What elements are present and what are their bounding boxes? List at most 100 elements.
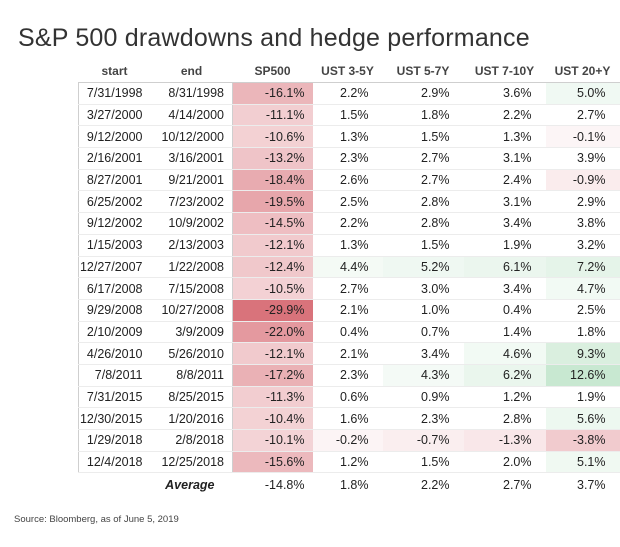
cell-start: 7/8/2011 xyxy=(78,364,151,387)
cell-start: 8/27/2001 xyxy=(78,169,151,192)
cell-ust-20y: 7.2% xyxy=(545,256,620,279)
cell-start: 2/10/2009 xyxy=(78,321,151,344)
average-ust-20y: 3.7% xyxy=(545,472,620,497)
cell-sp500: -15.6% xyxy=(232,451,313,474)
cell-ust-7-10y: 2.4% xyxy=(463,169,546,192)
table-row: 1/29/2018 2/8/2018 -10.1% -0.2% -0.7% -1.3% -3… xyxy=(78,429,620,452)
cell-end: 1/22/2008 xyxy=(150,256,233,279)
cell-ust-3-5y: 1.6% xyxy=(312,407,383,430)
cell-ust-7-10y: 6.1% xyxy=(463,256,546,279)
cell-ust-7-10y: 3.1% xyxy=(463,190,546,214)
cell-ust-20y: 2.9% xyxy=(545,190,620,214)
cell-ust-5-7y: 5.2% xyxy=(382,256,464,279)
cell-end: 2/8/2018 xyxy=(150,429,233,452)
column-header-ust-7-10y: UST 7-10Y xyxy=(463,60,546,83)
cell-ust-3-5y: 2.3% xyxy=(312,364,383,387)
cell-ust-20y: 2.7% xyxy=(545,104,620,127)
cell-start: 2/16/2001 xyxy=(78,147,151,170)
cell-ust-5-7y: 2.7% xyxy=(382,147,464,170)
average-label: Average xyxy=(150,472,233,497)
cell-start: 1/29/2018 xyxy=(78,429,151,452)
cell-ust-5-7y: 2.3% xyxy=(382,407,464,430)
average-sp500: -14.8% xyxy=(232,472,313,497)
drawdown-table: start end SP500 UST 3-5Y UST 5-7Y UST 7-… xyxy=(78,60,620,497)
cell-ust-7-10y: 3.6% xyxy=(463,82,546,105)
cell-start: 9/29/2008 xyxy=(78,299,151,322)
table-row: 7/31/1998 8/31/1998 -16.1% 2.2% 2.9% 3.6% 5.0% xyxy=(78,82,620,105)
cell-sp500: -18.4% xyxy=(232,169,313,192)
cell-ust-20y: 3.2% xyxy=(545,234,620,257)
cell-ust-20y: 4.7% xyxy=(545,277,620,300)
cell-ust-3-5y: 2.6% xyxy=(312,169,383,192)
column-header-ust-20y: UST 20+Y xyxy=(545,60,620,83)
cell-sp500: -13.2% xyxy=(232,147,313,170)
column-header-end: end xyxy=(150,60,233,83)
cell-ust-7-10y: 6.2% xyxy=(463,364,546,387)
cell-ust-3-5y: 0.6% xyxy=(312,386,383,409)
average-ust-7-10y: 2.7% xyxy=(463,472,546,497)
cell-start: 4/26/2010 xyxy=(78,342,151,365)
cell-sp500: -11.1% xyxy=(232,104,313,127)
cell-sp500: -16.1% xyxy=(232,82,313,105)
cell-end: 9/21/2001 xyxy=(150,169,233,192)
cell-sp500: -12.4% xyxy=(232,256,313,279)
cell-ust-3-5y: 2.1% xyxy=(312,299,383,322)
cell-start: 9/12/2002 xyxy=(78,212,151,235)
cell-end: 7/23/2002 xyxy=(150,190,233,214)
cell-end: 10/27/2008 xyxy=(150,299,233,322)
column-header-start: start xyxy=(78,60,151,83)
cell-sp500: -12.1% xyxy=(232,342,313,365)
cell-start: 9/12/2000 xyxy=(78,125,151,149)
cell-ust-7-10y: 1.3% xyxy=(463,125,546,149)
cell-ust-20y: 1.9% xyxy=(545,386,620,409)
cell-start: 7/31/2015 xyxy=(78,386,151,409)
cell-end: 3/9/2009 xyxy=(150,321,233,344)
cell-ust-20y: 12.6% xyxy=(545,364,620,387)
cell-ust-5-7y: -0.7% xyxy=(382,429,464,452)
cell-ust-20y: -3.8% xyxy=(545,429,620,452)
table-row: 9/12/2000 10/12/2000 -10.6% 1.3% 1.5% 1.3% -0.… xyxy=(78,125,620,149)
cell-sp500: -10.1% xyxy=(232,429,313,452)
table-row: 4/26/2010 5/26/2010 -12.1% 2.1% 3.4% 4.6% 9.3% xyxy=(78,342,620,365)
cell-end: 4/14/2000 xyxy=(150,104,233,127)
average-spacer xyxy=(78,472,151,497)
table-row: 8/27/2001 9/21/2001 -18.4% 2.6% 2.7% 2.4% -0.9… xyxy=(78,169,620,192)
header-row: start end SP500 UST 3-5Y UST 5-7Y UST 7-… xyxy=(78,60,620,83)
cell-ust-3-5y: 2.7% xyxy=(312,277,383,300)
cell-ust-7-10y: 3.1% xyxy=(463,147,546,170)
table-row: 12/4/2018 12/25/2018 -15.6% 1.2% 1.5% 2.0% 5.1… xyxy=(78,451,620,474)
cell-ust-7-10y: 1.2% xyxy=(463,386,546,409)
table-row: 7/8/2011 8/8/2011 -17.2% 2.3% 4.3% 6.2% 12.6% xyxy=(78,364,620,387)
table-row: 12/30/2015 1/20/2016 -10.4% 1.6% 2.3% 2.8% 5.6… xyxy=(78,407,620,430)
cell-sp500: -19.5% xyxy=(232,190,313,214)
table-row: 2/16/2001 3/16/2001 -13.2% 2.3% 2.7% 3.1% 3.9% xyxy=(78,147,620,170)
cell-ust-7-10y: 3.4% xyxy=(463,277,546,300)
cell-sp500: -17.2% xyxy=(232,364,313,387)
cell-sp500: -10.5% xyxy=(232,277,313,300)
cell-ust-20y: 1.8% xyxy=(545,321,620,344)
cell-start: 12/30/2015 xyxy=(78,407,151,430)
average-row: Average -14.8% 1.8% 2.2% 2.7% 3.7% xyxy=(78,472,620,497)
cell-ust-5-7y: 1.8% xyxy=(382,104,464,127)
cell-ust-7-10y: 2.8% xyxy=(463,407,546,430)
cell-end: 12/25/2018 xyxy=(150,451,233,474)
table-row: 6/25/2002 7/23/2002 -19.5% 2.5% 2.8% 3.1% 2.9% xyxy=(78,190,620,214)
cell-ust-5-7y: 1.0% xyxy=(382,299,464,322)
cell-start: 1/15/2003 xyxy=(78,234,151,257)
table-row: 12/27/2007 1/22/2008 -12.4% 4.4% 5.2% 6.1% 7.2… xyxy=(78,256,620,279)
cell-ust-5-7y: 2.7% xyxy=(382,169,464,192)
cell-start: 6/25/2002 xyxy=(78,190,151,214)
cell-sp500: -22.0% xyxy=(232,321,313,344)
cell-end: 8/31/1998 xyxy=(150,82,233,105)
cell-ust-5-7y: 1.5% xyxy=(382,451,464,474)
table-row: 1/15/2003 2/13/2003 -12.1% 1.3% 1.5% 1.9% 3.2% xyxy=(78,234,620,257)
cell-end: 8/25/2015 xyxy=(150,386,233,409)
cell-sp500: -10.4% xyxy=(232,407,313,430)
cell-ust-5-7y: 1.5% xyxy=(382,234,464,257)
average-ust-3-5y: 1.8% xyxy=(312,472,383,497)
cell-sp500: -14.5% xyxy=(232,212,313,235)
cell-sp500: -29.9% xyxy=(232,299,313,322)
cell-end: 10/9/2002 xyxy=(150,212,233,235)
cell-ust-20y: 9.3% xyxy=(545,342,620,365)
average-ust-5-7y: 2.2% xyxy=(382,472,464,497)
